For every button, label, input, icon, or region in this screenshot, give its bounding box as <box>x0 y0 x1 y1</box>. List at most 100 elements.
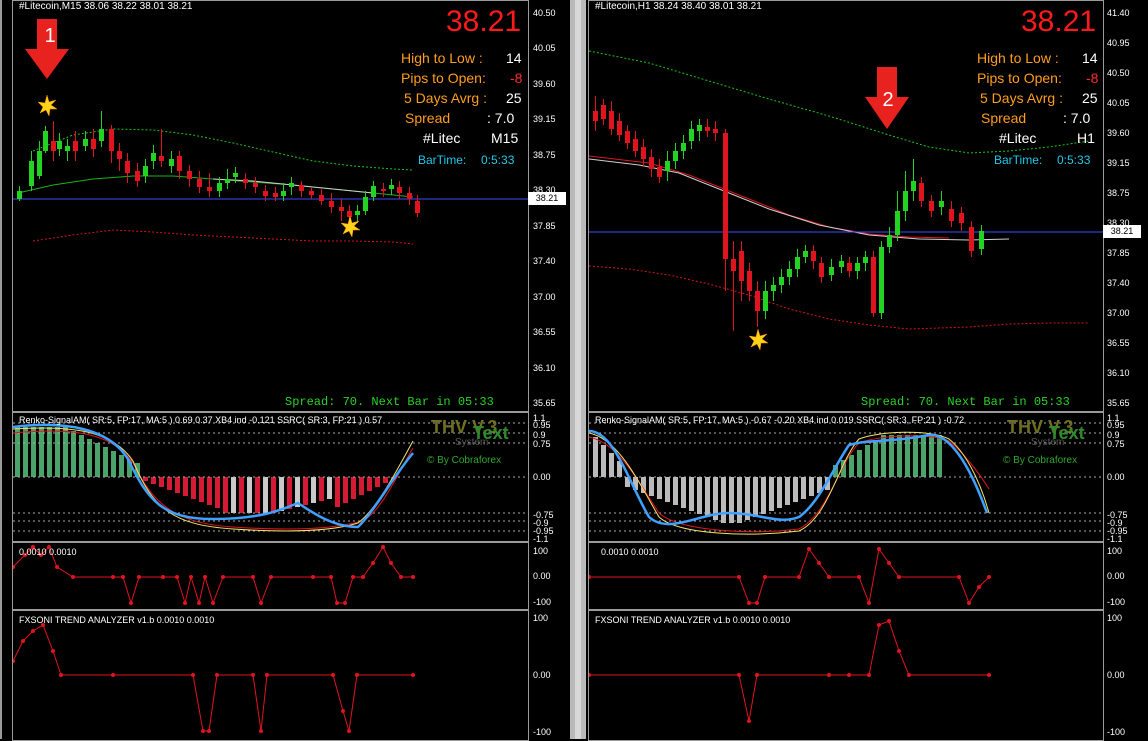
right-fx-pane[interactable]: FXSONI TREND ANALYZER v1.b 0.0010 0.0010 <box>588 610 1104 741</box>
right-renko-pane[interactable]: Renko-SignalAM( SR:5, FP:17, MA:5 ) -0.6… <box>588 412 1104 542</box>
indicator-dot <box>747 719 751 723</box>
candle-body <box>83 139 88 146</box>
left-thv-system: System <box>455 437 489 448</box>
candle-body <box>819 263 824 277</box>
left-high-to-low-value: 14 <box>506 50 522 66</box>
right-price-tick: 35.65 <box>1107 398 1130 408</box>
candle-body <box>903 191 908 211</box>
right-ind2-pane[interactable]: 0.0010 0.0010 <box>588 542 1104 610</box>
renko-bar <box>247 477 252 513</box>
right-renko-tick: 0.00 <box>1107 472 1125 482</box>
renko-bar <box>857 450 862 477</box>
candle-body <box>929 201 934 211</box>
left-ind2-pane[interactable]: 0.0010 0.0010 <box>12 542 529 610</box>
right-price-pane[interactable]: #Litecoin,H1 38.24 38.40 38.01 38.21 2 3… <box>588 0 1104 412</box>
left-price-tick: 37.40 <box>533 256 556 267</box>
indicator-dot <box>411 575 415 579</box>
candle-body <box>697 125 702 131</box>
candle-body <box>755 291 760 311</box>
candle-body <box>895 211 900 235</box>
renko-bar <box>303 477 308 505</box>
left-price-tick: 40.50 <box>533 8 556 18</box>
candle-body <box>281 191 286 196</box>
left-price-tick: 39.60 <box>533 78 556 89</box>
left-price-svg <box>13 19 528 245</box>
right-arrow-number: 2 <box>882 89 894 111</box>
candle-body <box>415 201 420 213</box>
candle-body <box>949 209 954 221</box>
candle-body <box>299 185 304 191</box>
indicator-line <box>589 547 990 605</box>
left-renko-pane[interactable]: Renko-SignalAM( SR:5, FP:17, MA:5 ) 0.69… <box>12 412 529 542</box>
indicator-dot <box>269 575 273 579</box>
candle-body <box>731 259 736 271</box>
renko-bar <box>327 477 332 499</box>
left-chart-window[interactable]: #Litecoin,M15 38.06 38.22 38.01 38.21 1 … <box>0 0 570 741</box>
renko-bar <box>809 477 814 496</box>
left-fx-pane[interactable]: FXSONI TREND ANALYZER v1.b 0.0010 0.0010 <box>12 610 529 741</box>
indicator-dot <box>355 673 359 677</box>
right-price-tick: 40.05 <box>1107 98 1130 108</box>
left-arrow-number: 1 <box>44 25 56 47</box>
left-star-bottom <box>340 215 361 238</box>
indicator-dot <box>967 601 971 605</box>
candle-body <box>847 263 852 271</box>
right-price-tick: 38.75 <box>1107 188 1130 198</box>
indicator-dot <box>259 729 263 733</box>
indicator-dot <box>371 561 375 565</box>
renko-bar <box>681 477 686 508</box>
renko-bar <box>641 477 646 493</box>
left-renko-label: Renko-SignalAM( SR:5, FP:17, MA:5 ) 0.69… <box>19 415 383 425</box>
renko-bar <box>913 435 918 477</box>
candle-body <box>593 111 598 121</box>
candle-body <box>665 161 670 171</box>
renko-bar <box>737 477 742 523</box>
window-splitter[interactable] <box>570 0 586 739</box>
renko-bar <box>39 427 44 477</box>
indicator-dot <box>203 575 207 579</box>
renko-bar <box>143 477 148 481</box>
left-lower-band <box>32 229 414 245</box>
candle-body <box>339 207 344 211</box>
right-price-tick: 38.30 <box>1107 218 1130 228</box>
left-pips-to-open-value: -8 <box>510 70 523 86</box>
candle-body <box>601 105 606 119</box>
renko-bar <box>705 477 710 517</box>
candle-body <box>787 269 792 277</box>
right-ind2-tick: 0.00 <box>1107 571 1125 581</box>
renko-bar <box>729 477 734 523</box>
left-renko-tick: 1.1 <box>533 413 546 423</box>
left-fx-label: FXSONI TREND ANALYZER v1.b 0.0010 0.0010 <box>19 615 215 625</box>
indicator-dot <box>51 649 55 653</box>
indicator-dot <box>13 565 15 569</box>
renko-bar <box>657 477 662 499</box>
left-renko-tick: -0.95 <box>533 526 554 536</box>
left-fx-tick: 100 <box>533 613 549 623</box>
left-days-avg-label: 5 Days Avrg : <box>404 90 488 106</box>
renko-bar <box>167 477 172 490</box>
candle-body <box>143 166 148 176</box>
left-days-avg-value: 25 <box>506 90 522 106</box>
left-renko-blue-line <box>13 423 414 529</box>
right-renko-tick: 0.95 <box>1107 420 1125 430</box>
indicator-dot <box>389 561 393 565</box>
indicator-dot <box>897 575 901 579</box>
indicator-dot <box>161 575 165 579</box>
left-price-tick: 37.00 <box>533 291 556 302</box>
renko-bar <box>873 440 878 477</box>
renko-bar <box>785 477 790 505</box>
indicator-dot <box>31 545 35 549</box>
right-chart-window[interactable]: #Litecoin,H1 38.24 38.40 38.01 38.21 2 3… <box>586 0 1148 741</box>
indicator-dot <box>827 575 831 579</box>
indicator-dot <box>857 575 861 579</box>
candle-body <box>17 191 22 199</box>
renko-bar <box>183 477 188 496</box>
left-renko-tick: -0.75 <box>533 510 554 520</box>
left-renko-tick: 0.75 <box>533 439 551 449</box>
renko-bar <box>47 427 52 477</box>
left-renko-tick: 0.00 <box>533 472 551 482</box>
renko-bar <box>649 477 654 496</box>
left-price-pane[interactable]: #Litecoin,M15 38.06 38.22 38.01 38.21 1 … <box>12 0 529 412</box>
indicator-dot <box>21 639 25 643</box>
renko-bar <box>23 427 28 477</box>
